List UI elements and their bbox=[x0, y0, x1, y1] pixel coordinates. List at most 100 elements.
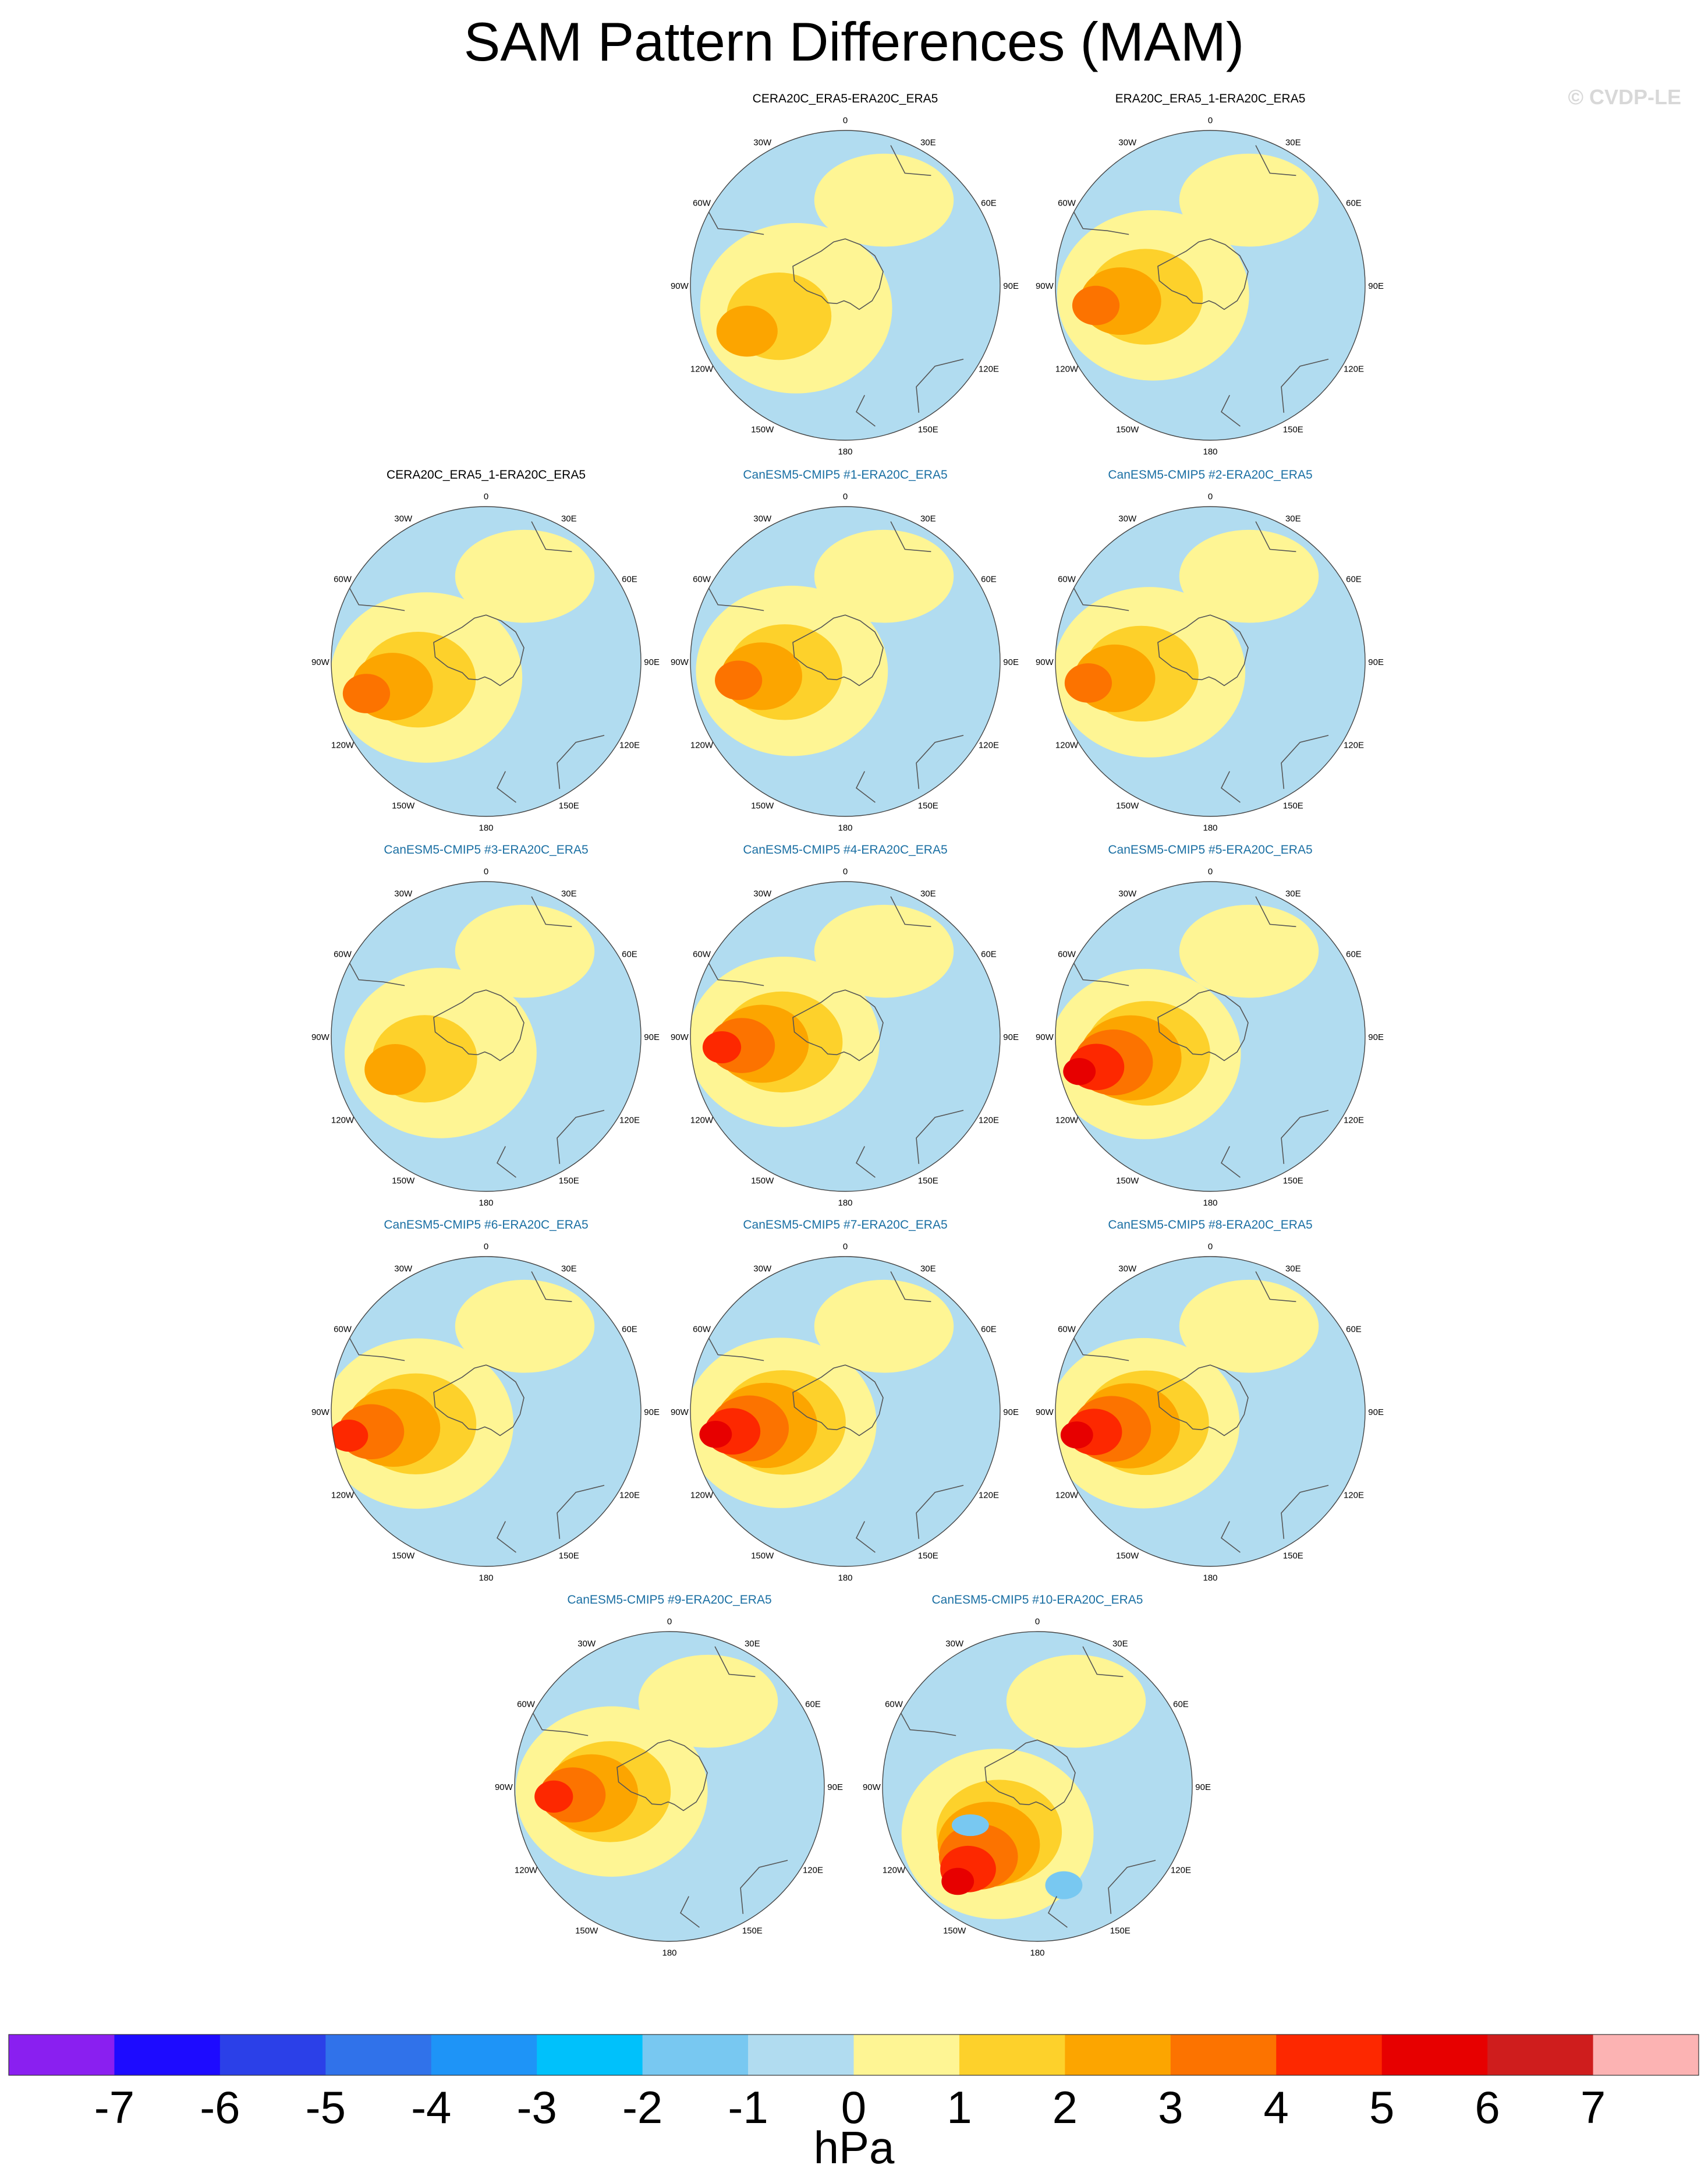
south-america-coastline bbox=[345, 1329, 405, 1361]
longitude-label: 150W bbox=[575, 1926, 598, 1936]
colorbar-tick-label: 1 bbox=[947, 2082, 972, 2133]
contour-level-3 bbox=[1064, 663, 1112, 703]
longitude-label: 60W bbox=[1058, 575, 1076, 585]
contour-level-5 bbox=[1060, 1421, 1093, 1449]
antarctica-coastline bbox=[433, 1364, 525, 1437]
colorbar-tick-label: -5 bbox=[306, 2082, 346, 2133]
negative-blob bbox=[1045, 1871, 1083, 1899]
longitude-label: 60E bbox=[1173, 1700, 1189, 1710]
colorbar-bin bbox=[431, 2035, 537, 2075]
longitude-label: 30W bbox=[1118, 138, 1137, 148]
positive-lobe bbox=[814, 153, 954, 247]
longitude-label: 90E bbox=[1195, 1782, 1211, 1792]
south-america-coastline bbox=[528, 1704, 589, 1736]
colorbar-tick-label: 5 bbox=[1369, 2082, 1394, 2133]
longitude-label: 90W bbox=[311, 1407, 330, 1417]
positive-lobe bbox=[1179, 1279, 1319, 1373]
antarctica-coastline bbox=[433, 989, 525, 1062]
longitude-label: 30W bbox=[945, 1639, 964, 1649]
new-zealand-coastline bbox=[1220, 1521, 1241, 1553]
longitude-label: 120W bbox=[1055, 364, 1079, 374]
longitude-label: 90E bbox=[644, 1032, 660, 1042]
map-panel: 0 30E 60E 90E 120E 150E 180 150W 120W 90W 60W 30W bbox=[311, 866, 660, 1208]
new-zealand-coastline bbox=[496, 771, 516, 803]
new-zealand-coastline bbox=[496, 1521, 516, 1553]
south-america-coastline bbox=[1069, 954, 1129, 986]
longitude-label: 30W bbox=[577, 1639, 596, 1649]
colorbar-tick-label: 4 bbox=[1264, 2082, 1289, 2133]
map-panel: 0 30E 60E 90E 120E 150E 180 150W 120W 90W 60W 30W bbox=[671, 115, 1019, 457]
longitude-label: 150W bbox=[1116, 1176, 1139, 1186]
africa-coastline bbox=[714, 1646, 756, 1678]
longitude-label: 180 bbox=[1203, 1573, 1217, 1583]
longitude-label: 60E bbox=[981, 199, 997, 208]
australia-coastline bbox=[1281, 1485, 1329, 1539]
longitude-label: 180 bbox=[838, 1198, 852, 1208]
longitude-label: 30E bbox=[561, 889, 577, 899]
longitude-label: 120E bbox=[1344, 1490, 1364, 1500]
longitude-label: 90E bbox=[1003, 1407, 1019, 1417]
map-border bbox=[690, 1256, 1001, 1567]
africa-coastline bbox=[1255, 896, 1296, 928]
colorbar-tick-label: -4 bbox=[411, 2082, 451, 2133]
longitude-label: 120E bbox=[1344, 740, 1364, 750]
longitude-label: 0 bbox=[843, 866, 848, 876]
colorbar-tick-label: 0 bbox=[841, 2082, 866, 2133]
colorbar-bin bbox=[959, 2035, 1065, 2075]
africa-coastline bbox=[1255, 145, 1296, 176]
positive-lobe bbox=[814, 529, 954, 623]
australia-coastline bbox=[1281, 359, 1329, 413]
longitude-label: 30W bbox=[1118, 514, 1137, 524]
longitude-label: 60W bbox=[885, 1700, 903, 1710]
map-border bbox=[690, 881, 1001, 1192]
longitude-label: 90W bbox=[1036, 1032, 1054, 1042]
negative-blob bbox=[951, 1814, 989, 1837]
map-panel: 0 30E 60E 90E 120E 150E 180 150W 120W 90W 60W 30W bbox=[863, 1616, 1211, 1958]
positive-lobe bbox=[455, 904, 595, 998]
colorbar-bin bbox=[1276, 2035, 1383, 2075]
longitude-label: 60W bbox=[693, 1325, 711, 1335]
longitude-label: 0 bbox=[843, 1241, 848, 1251]
longitude-label: 60E bbox=[981, 575, 997, 585]
new-zealand-coastline bbox=[1220, 1146, 1241, 1178]
longitude-label: 180 bbox=[838, 1573, 852, 1583]
colorbar-bin bbox=[853, 2035, 960, 2075]
longitude-label: 120W bbox=[690, 1490, 714, 1500]
longitude-label: 30E bbox=[1285, 1264, 1301, 1274]
australia-coastline bbox=[557, 735, 605, 789]
australia-coastline bbox=[740, 1860, 788, 1914]
panel-title: CERA20C_ERA5-ERA20C_ERA5 bbox=[752, 92, 938, 105]
colorbar-bin bbox=[114, 2035, 221, 2075]
map-panel: 0 30E 60E 90E 120E 150E 180 150W 120W 90W 60W 30W bbox=[1036, 1241, 1384, 1583]
new-zealand-coastline bbox=[1220, 771, 1241, 803]
africa-coastline bbox=[890, 1271, 931, 1303]
map-panel: 0 30E 60E 90E 120E 150E 180 150W 120W 90W 60W 30W bbox=[1036, 491, 1384, 833]
map-panel: 0 30E 60E 90E 120E 150E 180 150W 120W 90W 60W 30W bbox=[311, 491, 660, 833]
south-america-coastline bbox=[345, 954, 405, 986]
map-border bbox=[331, 881, 642, 1192]
longitude-label: 30E bbox=[1112, 1639, 1128, 1649]
colorbar-bin bbox=[1065, 2035, 1171, 2075]
longitude-label: 90W bbox=[1036, 1407, 1054, 1417]
map-panels: 0 30E 60E 90E 120E 150E 180 150W 120W 90W 60W 30W 0 3… bbox=[311, 115, 1384, 1958]
new-zealand-coastline bbox=[855, 1146, 876, 1178]
south-america-coastline bbox=[1069, 579, 1129, 611]
positive-lobe bbox=[814, 904, 954, 998]
longitude-label: 90W bbox=[671, 281, 689, 291]
longitude-label: 120E bbox=[803, 1865, 823, 1875]
longitude-label: 0 bbox=[1035, 1616, 1040, 1626]
map-panel: 0 30E 60E 90E 120E 150E 180 150W 120W 90W 60W 30W bbox=[495, 1616, 843, 1958]
colorbar-tick-label: 2 bbox=[1053, 2082, 1078, 2133]
longitude-label: 90W bbox=[671, 657, 689, 667]
africa-coastline bbox=[531, 1271, 572, 1303]
longitude-label: 30E bbox=[920, 889, 936, 899]
longitude-label: 120E bbox=[619, 740, 640, 750]
south-america-coastline bbox=[704, 203, 764, 235]
longitude-label: 30W bbox=[753, 1264, 772, 1274]
contour-level-5 bbox=[1063, 1057, 1096, 1085]
longitude-label: 90E bbox=[1003, 281, 1019, 291]
longitude-label: 150W bbox=[1116, 801, 1139, 811]
map-panel: 0 30E 60E 90E 120E 150E 180 150W 120W 90W 60W 30W bbox=[311, 1241, 660, 1583]
africa-coastline bbox=[531, 896, 572, 928]
longitude-label: 60W bbox=[517, 1700, 536, 1710]
